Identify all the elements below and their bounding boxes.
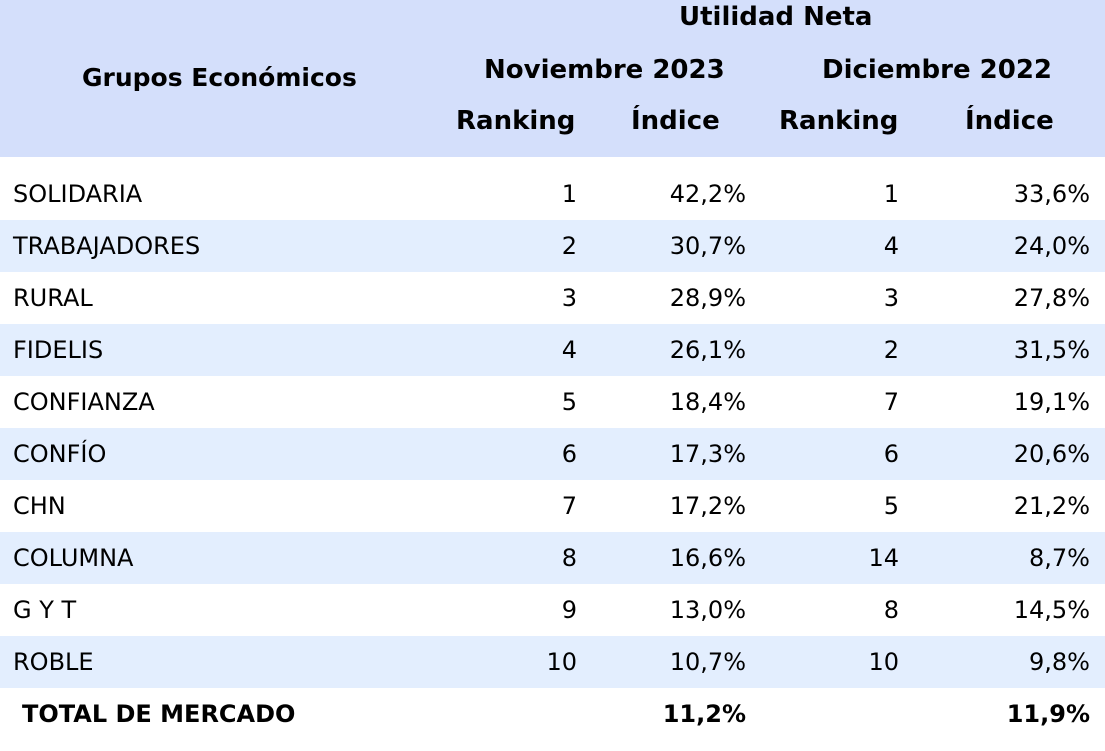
group-name: SOLIDARIA (13, 180, 143, 208)
rank-dic-2022: 1 (883, 180, 899, 208)
group-name: CONFIANZA (13, 388, 155, 416)
group-column-header: Grupos Económicos (82, 63, 357, 92)
index-nov-2023: 17,2% (669, 492, 746, 520)
rank-dic-2022: 10 (868, 648, 899, 676)
rank-dic-2022: 7 (883, 388, 899, 416)
rank-dic-2022: 14 (868, 544, 899, 572)
rank-nov-2023: 2 (561, 232, 577, 260)
group-name: COLUMNA (13, 544, 134, 572)
period-2-index-header: Índice (965, 106, 1054, 136)
group-name: FIDELIS (13, 336, 104, 364)
period-2-header: Diciembre 2022 (822, 55, 1053, 85)
index-nov-2023: 10,7% (669, 648, 746, 676)
total-index-nov-2023: 11,2% (662, 700, 746, 728)
table-row: FIDELIS 4 26,1% 2 31,5% (0, 324, 1105, 376)
rank-nov-2023: 7 (561, 492, 577, 520)
index-dic-2022: 20,6% (1013, 440, 1090, 468)
rank-dic-2022: 5 (883, 492, 899, 520)
group-name: CONFÍO (13, 440, 107, 468)
table-header: Utilidad Neta Grupos Económicos Noviembr… (0, 0, 1105, 157)
rank-nov-2023: 5 (561, 388, 577, 416)
table-row: CONFÍO 6 17,3% 6 20,6% (0, 428, 1105, 480)
total-label: TOTAL DE MERCADO (22, 700, 296, 728)
period-2-ranking-header: Ranking (779, 106, 899, 136)
rank-nov-2023: 8 (561, 544, 577, 572)
rank-nov-2023: 10 (546, 648, 577, 676)
index-nov-2023: 13,0% (669, 596, 746, 624)
table-row: G Y T 9 13,0% 8 14,5% (0, 584, 1105, 636)
index-nov-2023: 26,1% (669, 336, 746, 364)
index-nov-2023: 17,3% (669, 440, 746, 468)
table-row: SOLIDARIA 1 42,2% 1 33,6% (0, 168, 1105, 220)
table-body: SOLIDARIA 1 42,2% 1 33,6% TRABAJADORES 2… (0, 168, 1105, 688)
index-dic-2022: 9,8% (1029, 648, 1090, 676)
index-dic-2022: 19,1% (1013, 388, 1090, 416)
rank-dic-2022: 2 (883, 336, 899, 364)
index-dic-2022: 21,2% (1013, 492, 1090, 520)
index-dic-2022: 31,5% (1013, 336, 1090, 364)
period-1-index-header: Índice (631, 106, 720, 136)
group-name: CHN (13, 492, 66, 520)
table-row: RURAL 3 28,9% 3 27,8% (0, 272, 1105, 324)
rank-nov-2023: 6 (561, 440, 577, 468)
group-name: TRABAJADORES (13, 232, 201, 260)
table-row: COLUMNA 8 16,6% 14 8,7% (0, 532, 1105, 584)
index-dic-2022: 33,6% (1013, 180, 1090, 208)
index-dic-2022: 24,0% (1013, 232, 1090, 260)
main-title: Utilidad Neta (679, 2, 873, 32)
index-dic-2022: 8,7% (1029, 544, 1090, 572)
rank-dic-2022: 4 (883, 232, 899, 260)
group-name: RURAL (13, 284, 93, 312)
group-name: G Y T (13, 596, 77, 624)
table-row: CHN 7 17,2% 5 21,2% (0, 480, 1105, 532)
index-dic-2022: 14,5% (1013, 596, 1090, 624)
period-1-header: Noviembre 2023 (484, 55, 725, 85)
index-nov-2023: 28,9% (669, 284, 746, 312)
rank-nov-2023: 9 (561, 596, 577, 624)
total-index-dic-2022: 11,9% (1006, 700, 1090, 728)
index-nov-2023: 30,7% (669, 232, 746, 260)
rank-dic-2022: 3 (883, 284, 899, 312)
table-row: TRABAJADORES 2 30,7% 4 24,0% (0, 220, 1105, 272)
index-nov-2023: 18,4% (669, 388, 746, 416)
rank-nov-2023: 3 (561, 284, 577, 312)
table-row: CONFIANZA 5 18,4% 7 19,1% (0, 376, 1105, 428)
period-1-ranking-header: Ranking (456, 106, 576, 136)
table-row: ROBLE 10 10,7% 10 9,8% (0, 636, 1105, 688)
index-dic-2022: 27,8% (1013, 284, 1090, 312)
index-nov-2023: 16,6% (669, 544, 746, 572)
rank-nov-2023: 4 (561, 336, 577, 364)
rank-nov-2023: 1 (561, 180, 577, 208)
group-name: ROBLE (13, 648, 94, 676)
rank-dic-2022: 8 (883, 596, 899, 624)
rank-dic-2022: 6 (883, 440, 899, 468)
total-row: TOTAL DE MERCADO 11,2% 11,9% (0, 688, 1105, 740)
index-nov-2023: 42,2% (669, 180, 746, 208)
